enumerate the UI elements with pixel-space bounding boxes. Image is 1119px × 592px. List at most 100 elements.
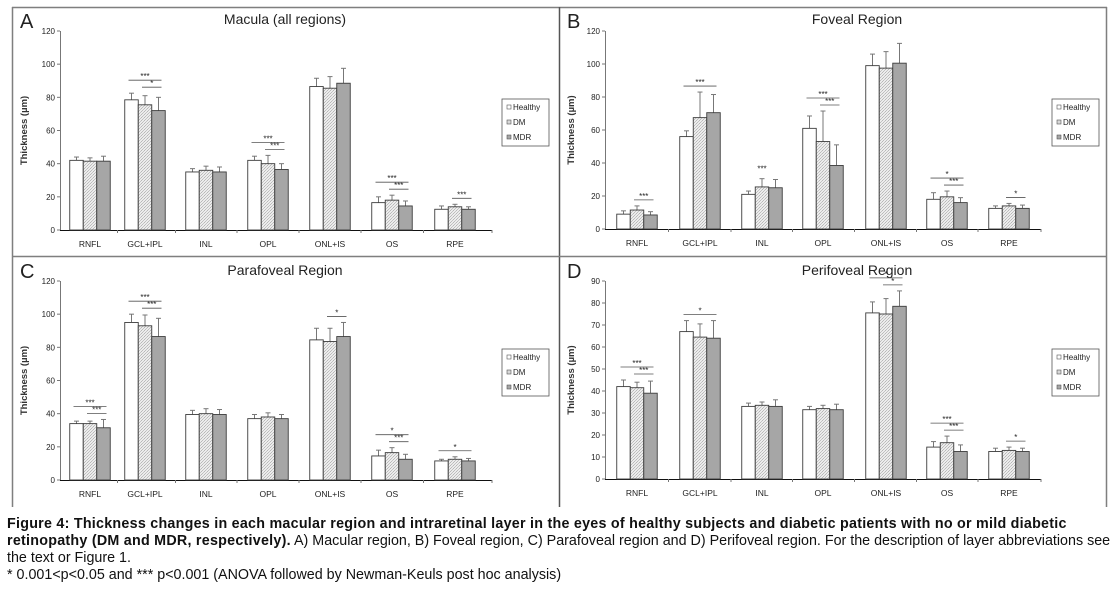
y-tick-label: 0 (51, 476, 56, 485)
bar-healthy-onlis (309, 86, 324, 231)
bar-healthy-gclipl (124, 322, 139, 481)
bar-mdr-rpe (461, 208, 476, 231)
x-tick-label: INL (199, 489, 213, 499)
legend-label-healthy: Healthy (513, 103, 540, 112)
y-tick-label: 0 (596, 475, 601, 484)
chart-panel-b: B Foveal Region Thickness (µm) 0 20 40 60 80 100… (566, 11, 1100, 248)
bar-dm-rpe (1001, 205, 1017, 230)
significance-label: * (390, 427, 393, 436)
y-tick-label: 20 (591, 431, 600, 440)
bar-dm-rnfl (629, 209, 645, 230)
x-tick-label: GCL+IPL (682, 238, 717, 248)
bar-dm-gclipl (137, 104, 153, 231)
y-tick-label: 80 (591, 299, 600, 308)
x-tick-label: ONL+IS (871, 488, 902, 498)
bar-mdr-os (398, 205, 413, 231)
bar-healthy-opl (802, 409, 817, 480)
bar-healthy-rpe (434, 208, 449, 231)
bar-mdr-inl (768, 187, 783, 230)
y-axis-label: Thickness (µm) (19, 346, 30, 415)
bar-healthy-rpe (988, 207, 1003, 230)
bar-dm-inl (754, 404, 770, 480)
legend-label-dm: DM (1063, 118, 1076, 127)
significance-label: *** (949, 177, 958, 186)
significance-label: *** (263, 134, 272, 143)
significance-label: *** (394, 434, 403, 443)
significance-label: *** (757, 165, 766, 174)
bar-healthy-onlis (309, 339, 324, 481)
y-tick-label: 120 (42, 277, 56, 286)
bar-mdr-onlis (336, 336, 351, 481)
x-tick-label: GCL+IPL (127, 239, 162, 249)
significance-label: *** (639, 192, 648, 201)
x-tick-label: OS (941, 238, 954, 248)
legend-label-mdr: MDR (1063, 383, 1081, 392)
bar-dm-inl (754, 186, 770, 230)
bar-healthy-inl (741, 193, 756, 230)
y-tick-label: 50 (591, 365, 600, 374)
x-tick-label: OPL (814, 488, 831, 498)
legend: Healthy DM MDR (501, 98, 550, 147)
x-tick-label: OS (386, 489, 399, 499)
chart-panel-c: C Parafoveal Region Thickness (µm) 0 20 40 60 8… (19, 261, 550, 499)
y-tick-label: 120 (587, 27, 601, 36)
significance-label: *** (942, 415, 951, 424)
chart-title: Foveal Region (812, 11, 902, 27)
bar-healthy-inl (185, 414, 200, 481)
y-tick-label: 20 (591, 192, 600, 201)
bar-healthy-inl (741, 405, 756, 480)
bar-mdr-os (953, 451, 968, 480)
panel-letter: C (20, 261, 34, 283)
y-tick-label: 10 (591, 453, 600, 462)
bar-healthy-gclipl (679, 331, 694, 480)
y-tick-label: 100 (587, 60, 601, 69)
bar-mdr-os (953, 202, 968, 230)
bar-dm-gclipl (137, 325, 153, 481)
bar-mdr-onlis (336, 82, 351, 231)
bar-healthy-rnfl (616, 213, 631, 230)
caption-body: A) Macular region, B) Foveal region, C) … (7, 533, 1111, 566)
bar-mdr-os (398, 458, 413, 481)
legend-swatch-mdr (1056, 384, 1062, 390)
bar-mdr-rnfl (96, 427, 111, 481)
significance-label: * (884, 270, 887, 279)
bar-mdr-opl (274, 169, 289, 231)
x-tick-label: RNFL (79, 239, 101, 249)
legend-label-mdr: MDR (513, 133, 531, 142)
bar-healthy-os (371, 202, 386, 231)
legend-swatch-healthy (506, 354, 512, 360)
x-tick-label: ONL+IS (315, 489, 346, 499)
y-tick-label: 60 (46, 377, 55, 386)
bar-healthy-opl (247, 418, 262, 481)
significance-label: *** (387, 174, 396, 183)
y-tick-label: 80 (591, 93, 600, 102)
bar-healthy-onlis (865, 312, 880, 480)
x-tick-label: RPE (446, 489, 464, 499)
x-tick-label: INL (199, 239, 213, 249)
bar-healthy-rnfl (616, 386, 631, 480)
bar-mdr-gclipl (706, 112, 721, 230)
bar-mdr-opl (829, 165, 844, 230)
bar-healthy-rpe (988, 451, 1003, 480)
bar-dm-opl (815, 141, 831, 230)
bar-dm-onlis (322, 341, 338, 481)
significance-label: * (453, 443, 456, 452)
bar-dm-rnfl (82, 160, 98, 231)
x-tick-label: RPE (1000, 488, 1018, 498)
bar-dm-opl (815, 408, 831, 480)
bar-dm-opl (260, 416, 276, 481)
bar-mdr-opl (274, 418, 289, 481)
legend-label-healthy: Healthy (1063, 103, 1090, 112)
significance-label: *** (818, 90, 827, 99)
bar-mdr-rpe (1015, 451, 1030, 480)
legend-label-healthy: Healthy (513, 353, 540, 362)
bar-dm-rpe (447, 206, 463, 231)
bar-mdr-rnfl (96, 160, 111, 231)
x-tick-label: RNFL (79, 489, 101, 499)
x-tick-label: OPL (259, 239, 276, 249)
legend-label-mdr: MDR (1063, 133, 1081, 142)
y-tick-label: 60 (46, 127, 55, 136)
bar-mdr-gclipl (706, 337, 721, 480)
panel-letter: A (20, 11, 34, 33)
significance-label: * (335, 308, 338, 317)
